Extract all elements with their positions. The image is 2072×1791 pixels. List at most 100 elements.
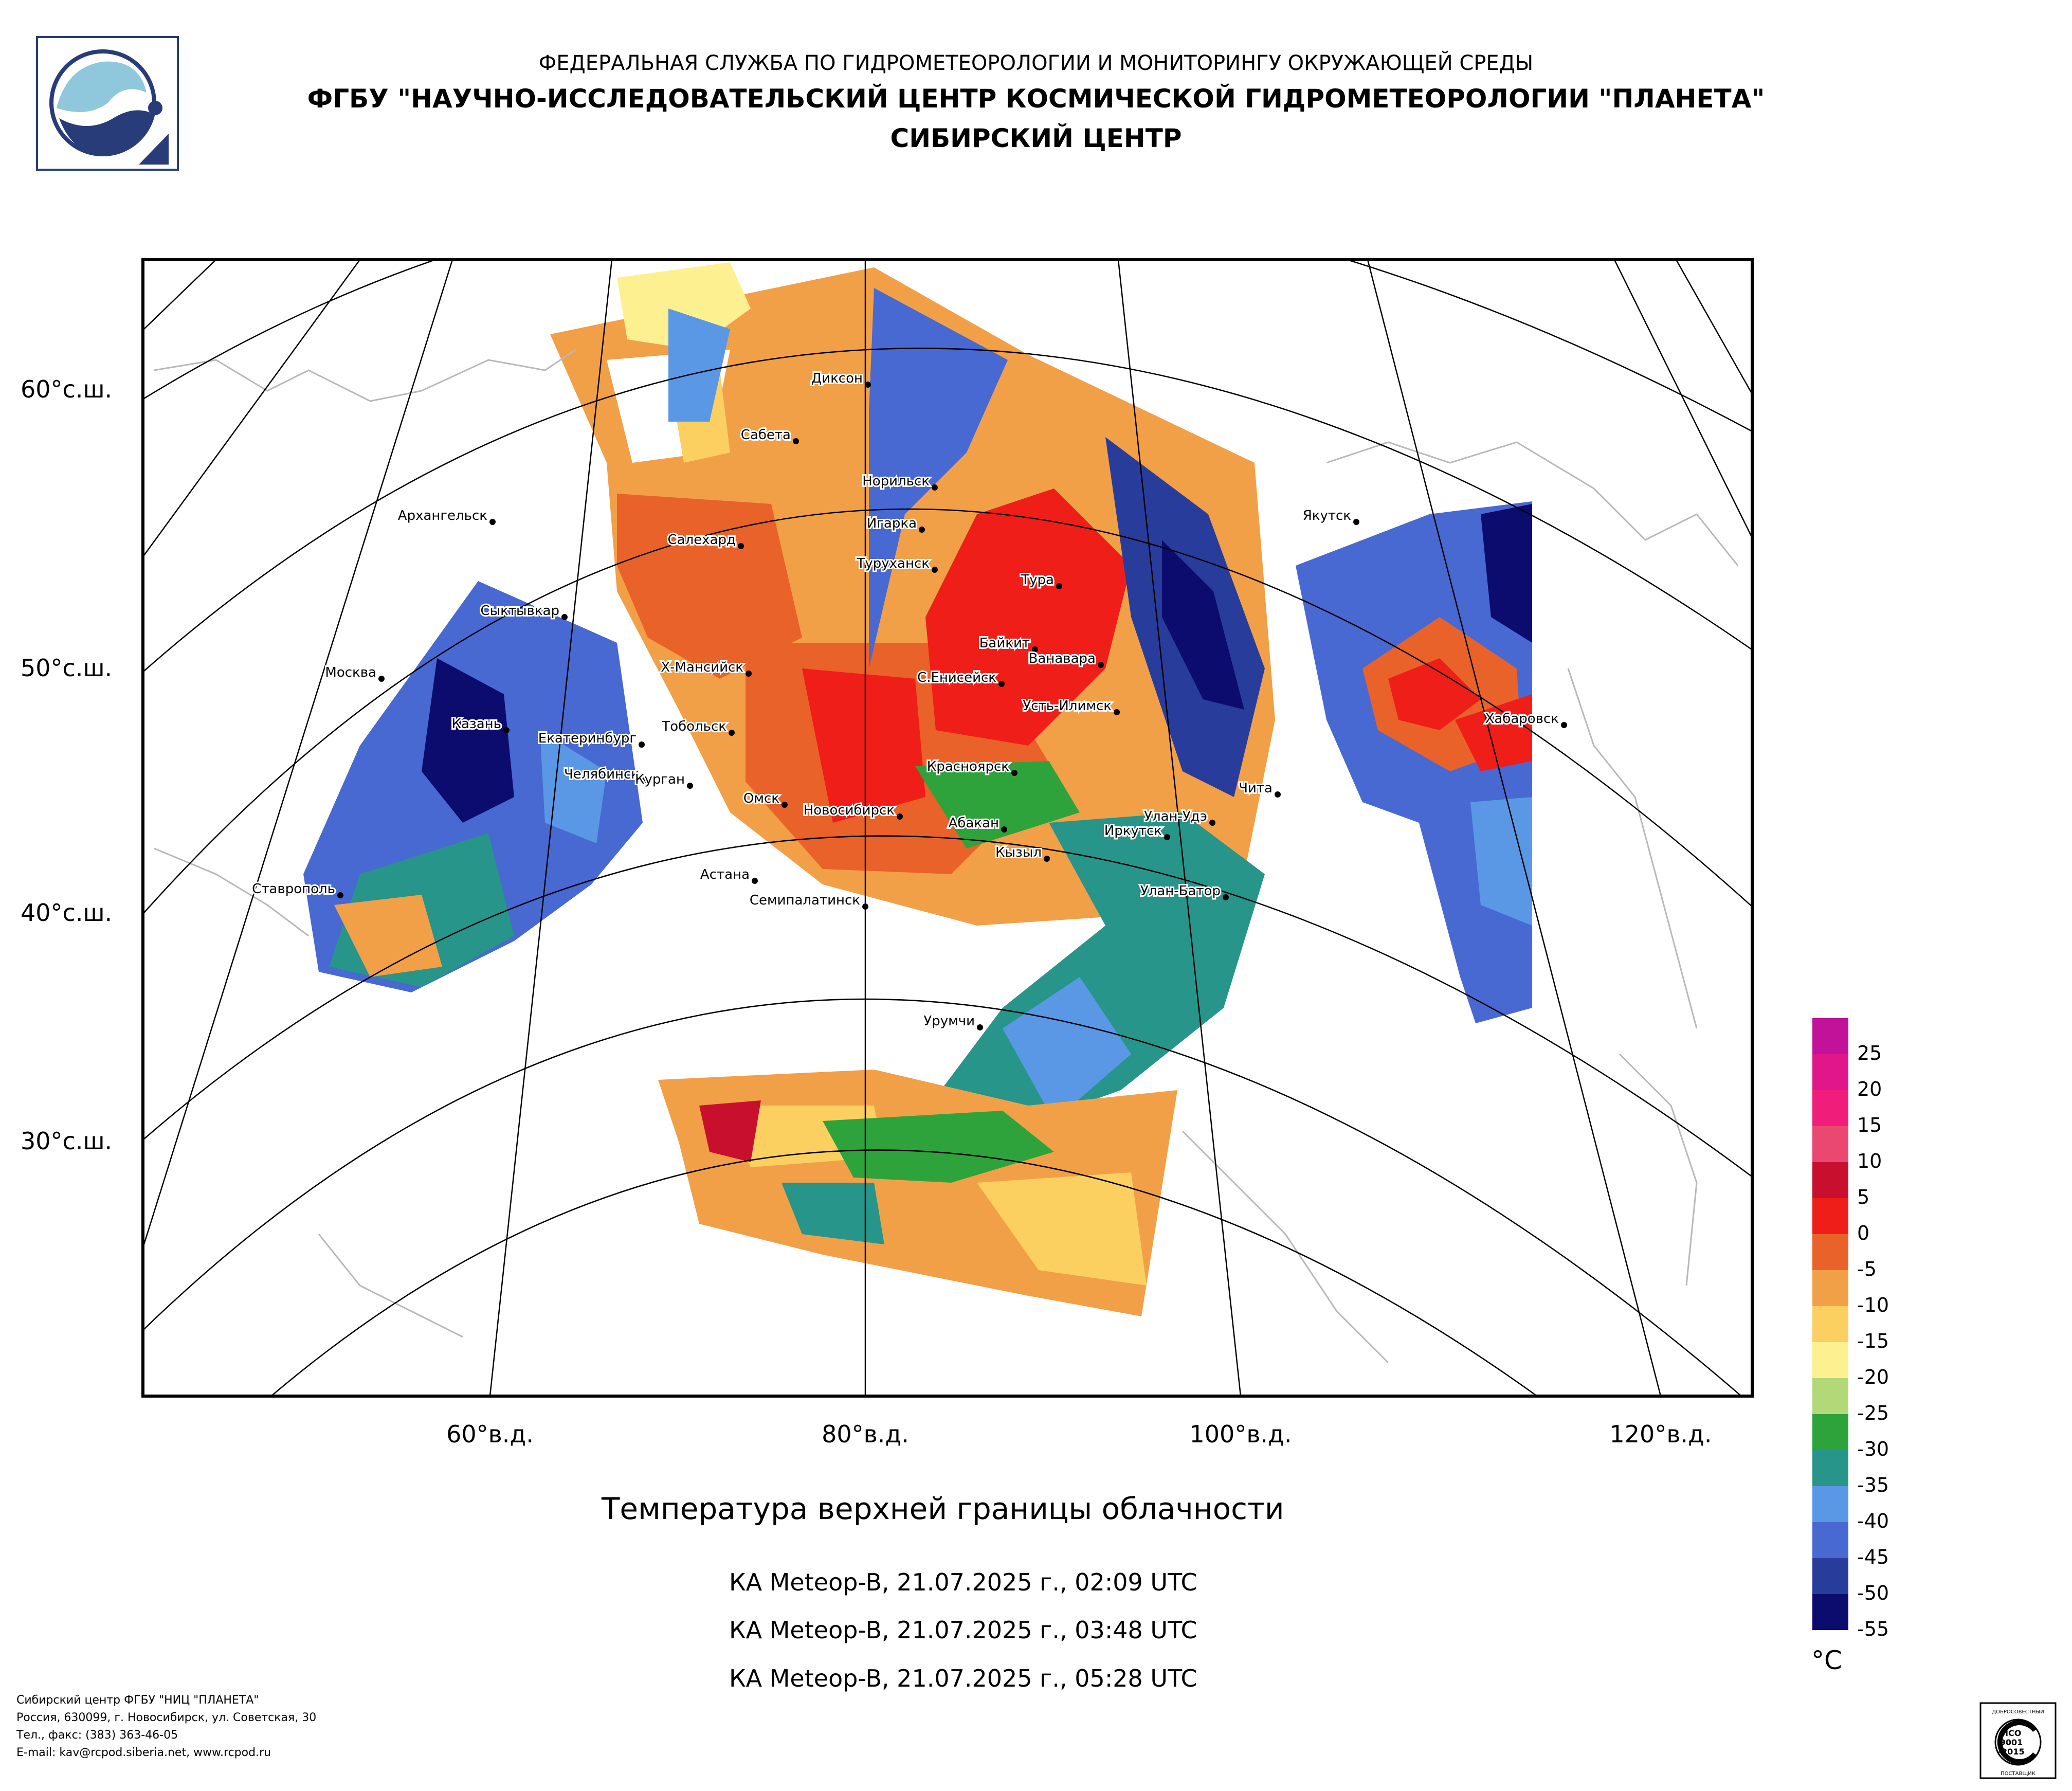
- city-dot: [793, 438, 799, 444]
- city-label: Абакан: [949, 816, 999, 831]
- city-dot: [1001, 826, 1007, 833]
- city-label: Хабаровск: [1485, 711, 1559, 727]
- city-label: Усть-Илимск: [1023, 698, 1112, 714]
- city-label: Ванавара: [1029, 651, 1096, 666]
- svg-text:ИСО: ИСО: [2002, 1728, 2022, 1738]
- legend-swatch: [1812, 1234, 1848, 1270]
- city-dot: [503, 727, 510, 733]
- city-label: Архангельск: [398, 508, 487, 523]
- city-label: Улан-Удэ: [1144, 809, 1207, 824]
- city-dot: [729, 730, 735, 736]
- footer-line: E-mail: kav@rcpod.siberia.net, www.rcpod…: [16, 1746, 271, 1759]
- svg-text:ДОБРОСОВЕСТНЫЙ: ДОБРОСОВЕСТНЫЙ: [1992, 1708, 2044, 1715]
- satellite-swath-central: [550, 262, 1275, 1142]
- meridians: [143, 260, 1752, 1396]
- city-dot: [1209, 820, 1215, 826]
- svg-text:-2015: -2015: [1998, 1747, 2024, 1757]
- city-dot: [746, 671, 752, 677]
- legend-swatch: [1812, 1594, 1848, 1630]
- legend-swatch: [1812, 1198, 1848, 1234]
- legend-tick-label: 0: [1857, 1222, 1870, 1244]
- city-dot: [1114, 709, 1120, 715]
- agency-name: ФЕДЕРАЛЬНАЯ СЛУЖБА ПО ГИДРОМЕТЕОРОЛОГИИ …: [538, 51, 1534, 75]
- lat-label-40: 40°с.ш.: [21, 899, 113, 927]
- footer-line: Сибирский центр ФГБУ "НИЦ "ПЛАНЕТА": [16, 1694, 259, 1707]
- city-dot: [781, 802, 788, 808]
- city-label: Ставрополь: [252, 881, 335, 897]
- city-dot: [1275, 791, 1281, 798]
- city-label: Чита: [1239, 781, 1273, 796]
- lon-label-100: 100°в.д.: [1189, 1420, 1292, 1448]
- legend-tick-label: -20: [1857, 1366, 1889, 1388]
- satellite-swath-east: [1296, 501, 1532, 1023]
- city-label: Улан-Батор: [1140, 883, 1221, 899]
- city-label: Новосибирск: [804, 803, 895, 818]
- map-frame: [141, 258, 1754, 1398]
- legend-tick-label: 20: [1857, 1078, 1882, 1100]
- city-label: Салехард: [667, 532, 736, 548]
- city-dot: [1164, 834, 1170, 840]
- city-dot: [977, 1024, 983, 1030]
- city-label: Кызыл: [995, 845, 1042, 860]
- city-dot: [687, 783, 693, 789]
- legend-swatch: [1812, 1450, 1848, 1486]
- legend-swatch: [1812, 1342, 1848, 1378]
- city-label: Якутск: [1303, 508, 1351, 523]
- city-dot: [998, 681, 1005, 687]
- city-dot: [489, 519, 496, 525]
- city-label: Иркутск: [1104, 823, 1162, 839]
- city-label: Челябинск: [564, 767, 639, 782]
- center-name: СИБИРСКИЙ ЦЕНТР: [890, 123, 1182, 153]
- city-dot: [1056, 583, 1062, 589]
- svg-text:9001: 9001: [2000, 1738, 2023, 1747]
- city-dot: [639, 741, 645, 748]
- legend-swatch: [1812, 1306, 1848, 1342]
- city-dot: [1561, 722, 1567, 728]
- lon-label-80: 80°в.д.: [822, 1420, 909, 1448]
- lon-label-60: 60°в.д.: [446, 1420, 534, 1448]
- city-dot: [1098, 662, 1104, 668]
- lat-label-50: 50°с.ш.: [21, 654, 113, 682]
- city-label: Диксон: [811, 371, 863, 386]
- city-label: Омск: [743, 791, 779, 806]
- iso-cert-badge: ДОБРОСОВЕСТНЫЙ ИСО 9001 -2015 ПОСТАВЩИК: [1979, 1702, 2057, 1779]
- city-label: Урумчи: [923, 1014, 975, 1029]
- city-label: Тура: [1021, 572, 1054, 588]
- legend-swatch: [1812, 1054, 1848, 1090]
- city-label: Х-Мансийск: [661, 660, 743, 675]
- city-label: Байкит: [979, 636, 1030, 651]
- city-label: Сабета: [741, 427, 791, 443]
- city-dot: [919, 527, 925, 533]
- legend-swatch: [1812, 1090, 1848, 1126]
- city-dot: [1353, 519, 1359, 525]
- city-dot: [932, 567, 938, 573]
- legend-swatch: [1812, 1162, 1848, 1198]
- legend-tick-label: -45: [1857, 1546, 1889, 1568]
- satellite-swath-west: [303, 581, 643, 992]
- city-label: Москва: [325, 665, 376, 680]
- satellite-pass: КА Meteop-B, 21.07.2025 г., 05:28 UTC: [729, 1665, 1197, 1692]
- city-label: Туруханск: [857, 556, 930, 571]
- footer-line: Тел., факс: (383) 363-46-05: [16, 1729, 178, 1742]
- legend-swatch: [1812, 1558, 1848, 1594]
- lat-label-60: 60°с.ш.: [21, 375, 113, 403]
- city-label: Игарка: [867, 516, 917, 531]
- city-dot: [561, 614, 568, 620]
- svg-text:ПОСТАВЩИК: ПОСТАВЩИК: [2001, 1771, 2035, 1777]
- city-dot: [862, 903, 868, 910]
- city-label: Астана: [700, 867, 750, 882]
- city-dot: [1223, 894, 1229, 900]
- satellite-pass: КА Meteop-B, 21.07.2025 г., 02:09 UTC: [729, 1568, 1197, 1596]
- legend-swatch: [1812, 1378, 1848, 1414]
- city-label: Казань: [452, 716, 501, 732]
- map-title: Температура верхней границы облачности: [602, 1491, 1284, 1526]
- city-dot: [1044, 856, 1050, 862]
- legend-tick-label: -5: [1857, 1258, 1877, 1280]
- legend-tick-label: -10: [1857, 1294, 1889, 1316]
- legend-tick-label: -25: [1857, 1402, 1889, 1424]
- city-label: Сыктывкар: [480, 603, 559, 619]
- city-dot: [337, 892, 343, 898]
- legend-tick-label: -30: [1857, 1438, 1889, 1460]
- legend-swatch: [1812, 1486, 1848, 1522]
